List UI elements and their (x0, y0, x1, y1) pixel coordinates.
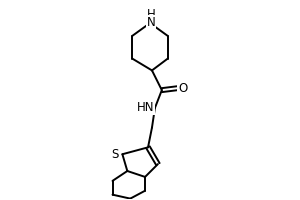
Text: O: O (178, 82, 187, 95)
Text: H: H (147, 8, 155, 21)
Text: N: N (147, 16, 155, 29)
Text: S: S (111, 148, 118, 161)
Text: HN: HN (137, 101, 155, 114)
